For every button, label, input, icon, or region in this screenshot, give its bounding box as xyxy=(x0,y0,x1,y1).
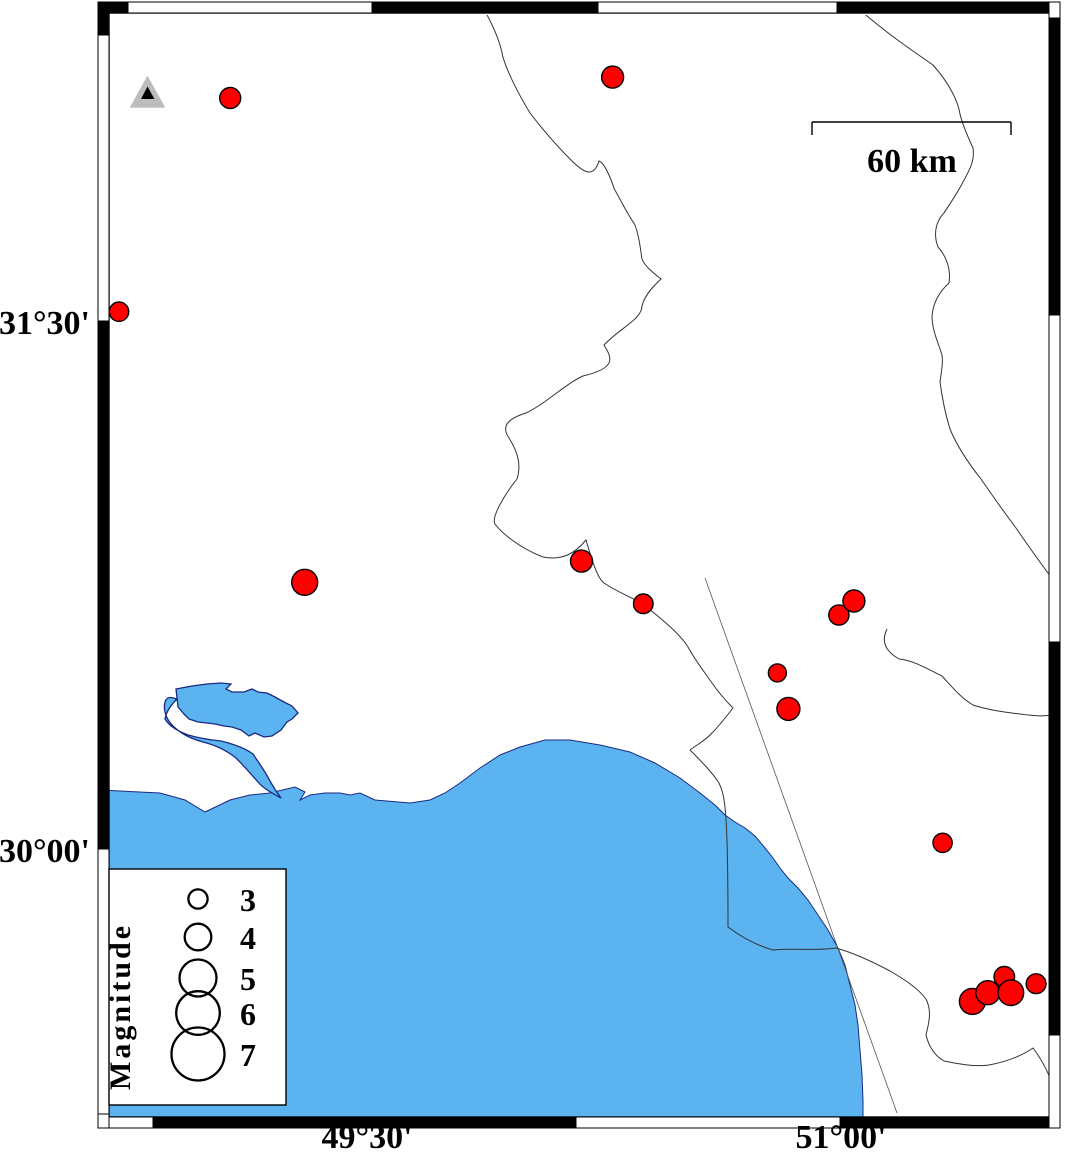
svg-text:4: 4 xyxy=(240,920,256,956)
svg-text:30°00': 30°00' xyxy=(0,833,90,870)
svg-text:5: 5 xyxy=(240,961,256,997)
svg-text:60 km: 60 km xyxy=(867,143,957,180)
svg-text:6: 6 xyxy=(240,996,256,1032)
svg-text:51°00': 51°00' xyxy=(795,1119,886,1155)
svg-text:31°30': 31°30' xyxy=(0,305,90,342)
svg-text:Magnitude: Magnitude xyxy=(104,923,137,1090)
svg-text:7: 7 xyxy=(240,1037,256,1073)
svg-text:49°30': 49°30' xyxy=(321,1119,412,1155)
svg-text:3: 3 xyxy=(240,882,256,918)
